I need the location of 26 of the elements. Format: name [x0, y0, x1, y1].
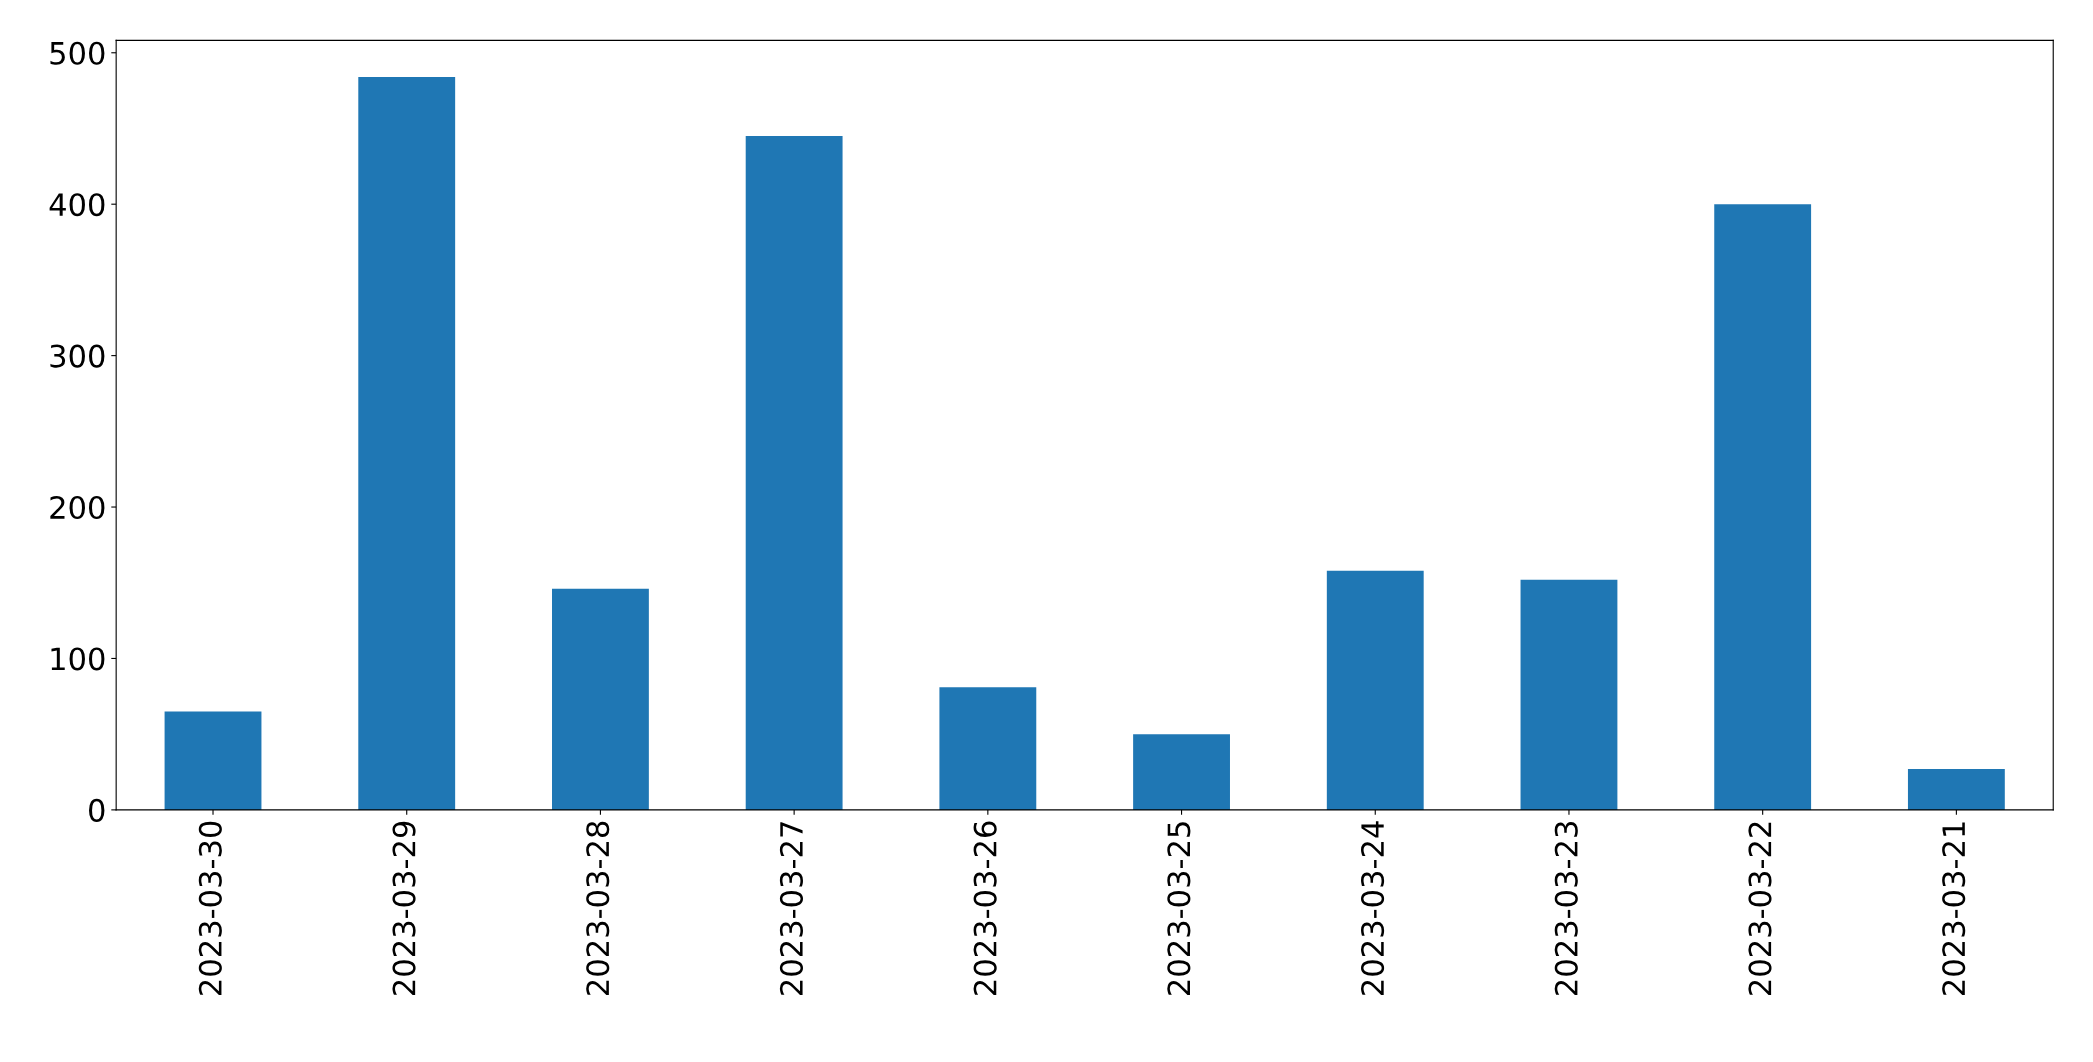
x-tick-label: 2023-03-26 — [973, 821, 997, 995]
bar — [939, 687, 1037, 810]
x-tick-label: 2023-03-29 — [392, 821, 416, 995]
bar — [164, 711, 262, 810]
bar — [1520, 579, 1618, 810]
x-tick-label: 2023-03-28 — [586, 821, 610, 995]
y-tick-label: 100 — [51, 647, 105, 671]
bar — [358, 77, 456, 810]
x-tick-label: 2023-03-23 — [1554, 822, 1578, 995]
bar — [1907, 769, 2005, 810]
bar — [745, 136, 843, 810]
y-tick-label: 300 — [50, 344, 105, 368]
x-tick-label: 2023-03-30 — [198, 821, 222, 995]
bar — [1133, 734, 1230, 810]
x-tick-label: 2023-03-22 — [1748, 822, 1772, 995]
x-tick-label: 2023-03-21 — [1942, 822, 1966, 995]
x-tick-label: 2023-03-24 — [1361, 821, 1385, 995]
x-tick-label: 2023-03-27 — [779, 822, 803, 995]
y-tick-label: 200 — [50, 495, 105, 520]
y-tick-label: 0 — [89, 798, 105, 822]
y-tick-label: 400 — [49, 193, 105, 217]
y-tick-label: 500 — [50, 41, 105, 65]
bar — [1326, 570, 1424, 810]
bar — [552, 588, 649, 810]
bar — [1714, 204, 1812, 810]
x-tick-label: 2023-03-25 — [1167, 822, 1191, 995]
